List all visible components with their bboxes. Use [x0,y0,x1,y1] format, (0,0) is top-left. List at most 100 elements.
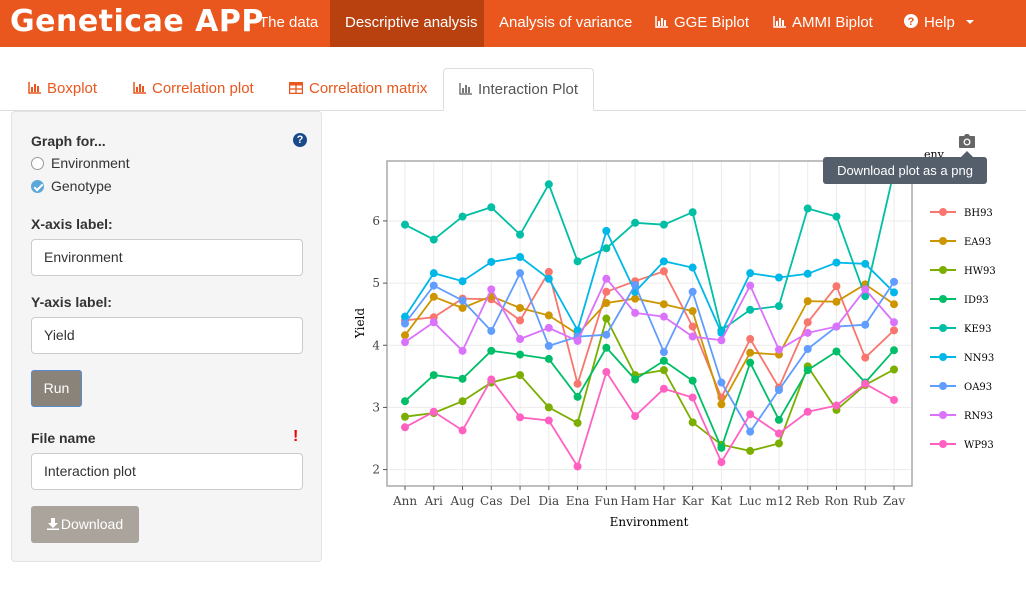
data-point-WP93 [631,412,640,421]
data-point-ID93 [487,346,496,355]
filename-label: File name [31,430,96,446]
data-point-NN93 [832,258,841,267]
data-point-ID93 [516,350,525,359]
data-point-HW93 [487,378,496,387]
tab-correlation-plot[interactable]: Correlation plot [133,68,254,110]
data-point-BH93 [717,393,726,402]
yaxis-input[interactable]: Yield [31,317,303,354]
data-point-HW93 [631,371,640,380]
legend-label-ID93: ID93 [964,295,989,306]
tab-boxplot[interactable]: Boxplot [28,68,97,110]
radio-circle-checked[interactable] [31,179,44,193]
data-point-OA93 [774,386,783,395]
data-point-ID93 [573,392,582,401]
data-point-OA93 [688,287,697,296]
nav-analysis-of-variance[interactable]: Analysis of variance [499,14,633,31]
x-axis-title: Environment [610,515,689,529]
data-point-ID93 [688,376,697,385]
nav-gge-biplot[interactable]: GGE Biplot [640,0,764,47]
data-point-HW93 [890,365,898,374]
nav-descriptive-analysis[interactable]: Descriptive analysis [330,0,484,47]
filename-input[interactable]: Interaction plot [31,453,303,490]
xaxis-input[interactable]: Environment [31,239,303,276]
data-point-RN93 [717,336,726,345]
data-point-KE93 [516,230,525,239]
data-point-WP93 [659,384,668,393]
x-tick-label: Luc [739,494,762,508]
data-point-KE93 [746,305,755,314]
data-point-EA93 [429,292,438,301]
data-point-OA93 [832,322,841,331]
x-tick-label: Ari [424,494,443,508]
bar-chart-icon [773,16,786,28]
data-point-RN93 [487,285,496,294]
data-point-BH93 [401,316,409,325]
help-icon[interactable]: ? [293,133,307,147]
data-point-EA93 [544,311,553,320]
download-button[interactable]: Download [31,506,139,543]
data-point-HW93 [803,362,812,371]
radio-circle[interactable] [31,156,44,170]
radio-genotype[interactable]: Genotype [31,178,112,194]
data-point-KE93 [458,212,467,221]
tooltip-arrow [961,151,973,157]
data-point-HW93 [458,397,467,406]
data-point-EA93 [717,400,726,409]
x-tick-label: Dia [539,494,560,508]
bar-chart-icon [655,16,668,28]
bar-chart-icon [459,83,472,95]
data-point-EA93 [516,303,525,312]
data-point-NN93 [544,274,553,283]
data-point-KE93 [803,204,812,213]
radio-environment[interactable]: Environment [31,155,130,171]
data-point-HW93 [717,440,726,449]
data-point-ID93 [631,375,640,384]
data-point-BH93 [659,267,668,276]
data-point-ID93 [602,343,611,352]
data-point-HW93 [688,418,697,427]
data-point-NN93 [688,263,697,272]
x-tick-label: Har [652,494,676,508]
data-point-KE93 [659,220,668,229]
data-point-BH93 [832,282,841,291]
data-point-OA93 [659,348,668,357]
nav-ammi-biplot[interactable]: AMMI Biplot [758,0,888,47]
data-point-ID93 [746,358,755,367]
data-point-WP93 [803,407,812,416]
x-tick-label: Ron [824,494,848,508]
legend-label-NN93: NN93 [964,353,994,364]
data-point-RN93 [688,332,697,341]
data-point-BH93 [602,287,611,296]
data-point-EA93 [774,350,783,359]
legend-point-NN93 [939,353,947,361]
legend-label-WP93: WP93 [964,440,994,451]
data-point-NN93 [890,288,898,297]
x-tick-label: Aug [449,494,474,508]
data-point-WP93 [717,458,726,467]
data-point-HW93 [832,405,841,414]
data-point-OA93 [803,344,812,353]
data-point-WP93 [401,423,409,432]
data-point-ID93 [803,366,812,375]
x-tick-label: Reb [796,494,820,508]
nav-the-data[interactable]: The data [259,14,319,31]
tab-correlation-matrix[interactable]: Correlation matrix [289,68,427,110]
data-point-RN93 [803,328,812,337]
data-point-NN93 [573,326,582,335]
data-point-KE93 [631,218,640,227]
camera-icon[interactable] [958,134,976,150]
legend-point-WP93 [939,440,947,448]
tab-bar: Boxplot Correlation plot Correlation mat… [0,68,1026,111]
tab-interaction-plot[interactable]: Interaction Plot [443,68,595,111]
run-button[interactable]: Run [31,370,82,407]
nav-help-dropdown[interactable]: ? Help [889,0,990,47]
download-icon [46,518,59,530]
data-point-ID93 [401,397,409,406]
data-point-WP93 [746,410,755,419]
app-brand[interactable]: Geneticae APP [10,4,264,39]
bar-chart-icon [28,82,41,94]
data-point-RN93 [774,345,783,354]
data-point-EA93 [832,297,841,306]
x-tick-label: Fun [594,494,618,508]
svg-text:?: ? [908,16,915,28]
